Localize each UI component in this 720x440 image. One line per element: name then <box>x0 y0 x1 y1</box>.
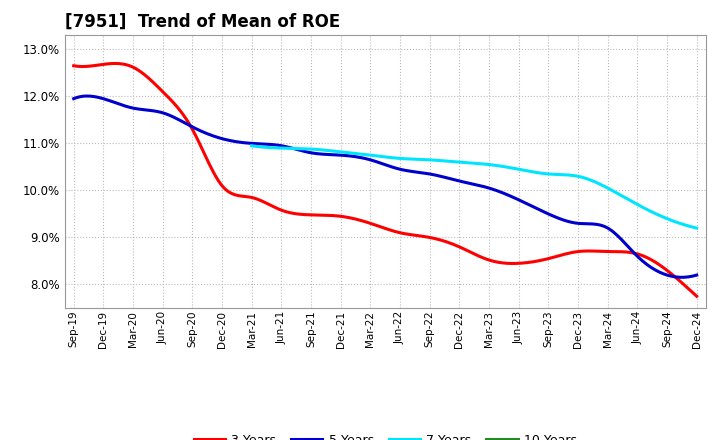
7 Years <box>510 166 519 171</box>
5 Years <box>82 93 91 99</box>
3 Years <box>71 63 80 69</box>
Line: 7 Years: 7 Years <box>252 146 697 228</box>
3 Years <box>440 238 449 244</box>
3 Years <box>442 239 451 245</box>
7 Years <box>249 143 258 149</box>
5 Years <box>453 178 462 183</box>
3 Years <box>597 249 606 254</box>
3 Years <box>69 63 78 68</box>
5 Years <box>71 95 80 100</box>
7 Years <box>248 143 256 148</box>
7 Years <box>651 211 660 216</box>
3 Years <box>111 61 120 66</box>
5 Years <box>636 257 645 262</box>
Line: 3 Years: 3 Years <box>73 63 697 296</box>
5 Years <box>597 223 606 228</box>
5 Years <box>440 175 449 180</box>
5 Years <box>69 96 78 101</box>
Legend: 3 Years, 5 Years, 7 Years, 10 Years: 3 Years, 5 Years, 7 Years, 10 Years <box>189 429 582 440</box>
3 Years <box>453 243 462 249</box>
5 Years <box>678 275 686 280</box>
5 Years <box>693 272 701 278</box>
7 Years <box>520 168 528 173</box>
Text: [7951]  Trend of Mean of ROE: [7951] Trend of Mean of ROE <box>65 13 340 31</box>
7 Years <box>622 196 631 201</box>
3 Years <box>636 252 645 257</box>
Line: 5 Years: 5 Years <box>73 96 697 277</box>
7 Years <box>513 166 521 172</box>
3 Years <box>693 293 701 299</box>
7 Years <box>693 225 701 231</box>
5 Years <box>442 175 451 180</box>
